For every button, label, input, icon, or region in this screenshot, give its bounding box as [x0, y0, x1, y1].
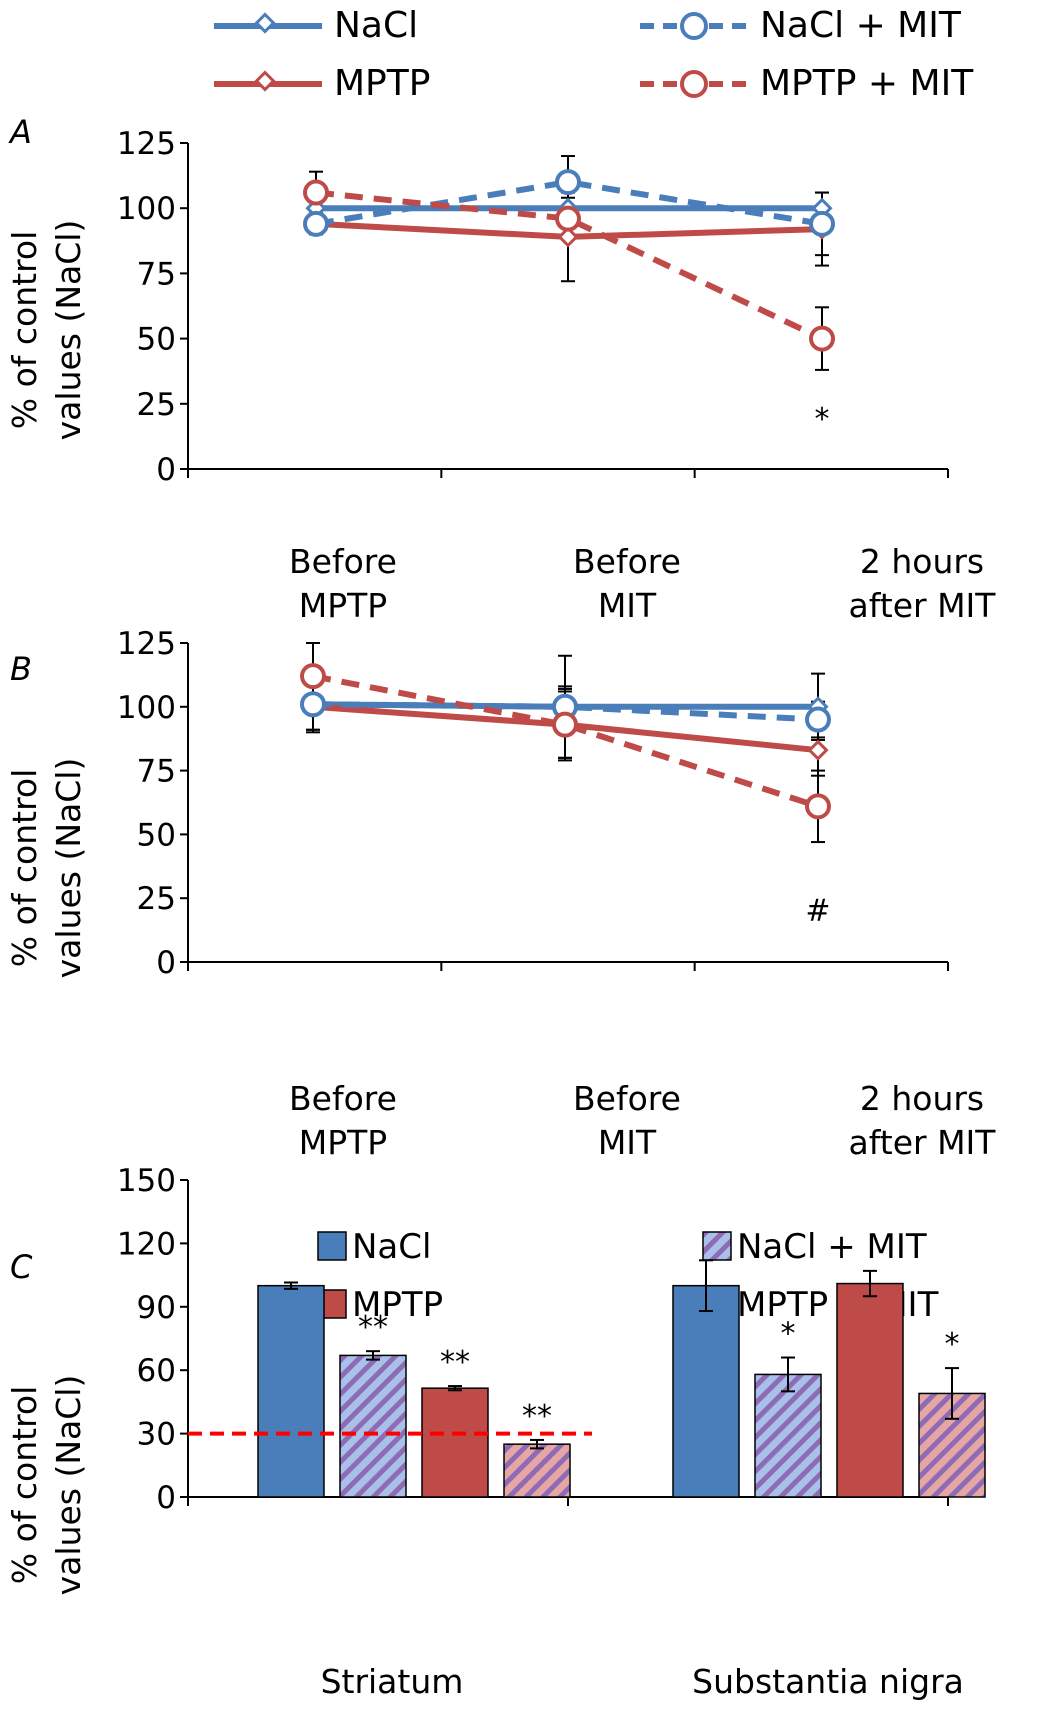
significance-label: **	[440, 1345, 470, 1380]
y-tick-label: 90	[137, 1290, 176, 1326]
y-tick-label: 0	[156, 945, 176, 981]
significance-label: *	[781, 1317, 796, 1352]
series-line-nacl-mit	[312, 701, 819, 723]
y-tick-label: 120	[117, 1226, 176, 1262]
data-point	[552, 711, 578, 738]
data-point	[807, 739, 829, 761]
x-tick-label-line1: 2 hours	[860, 542, 984, 581]
y-tick-label: 60	[137, 1353, 176, 1389]
y-tick-label: 75	[137, 754, 176, 790]
x-tick-label: 2 hours after MIT	[849, 542, 997, 625]
panel-b: B % of control values (NaCl) Before MPTP…	[5, 626, 996, 1162]
panel-c: C % of control values (NaCl) Striatum Su…	[5, 1163, 986, 1701]
y-tick-label: 75	[137, 256, 176, 292]
y-tick-label: 100	[117, 191, 176, 227]
series-line-mptp-mit	[315, 189, 824, 342]
panel-label: C	[10, 1248, 33, 1286]
y-axis-title-line1: % of control	[5, 1386, 44, 1585]
significance-label: **	[358, 1310, 388, 1345]
y-axis-title-line2: values (NaCl)	[49, 758, 88, 979]
y-axis-title: % of control values (NaCl)	[5, 1375, 88, 1596]
x-tick-label-line1: Before	[573, 1079, 681, 1118]
legend-label: MPTP	[352, 1285, 443, 1325]
y-axis-title-line1: % of control	[5, 769, 44, 968]
y-tick-label: 30	[137, 1417, 176, 1453]
x-tick-label-line1: Before	[289, 1079, 397, 1118]
legend-label: MPTP	[334, 63, 430, 104]
x-tick-label-substantia-nigra: Substantia nigra	[692, 1662, 964, 1701]
x-tick-label-line2: after MIT	[849, 1123, 997, 1162]
x-tick-label-line1: Before	[573, 542, 681, 581]
bar-nacl-mit	[339, 1354, 407, 1498]
y-tick-label: 50	[137, 817, 176, 853]
y-axis-title: % of control values (NaCl)	[5, 220, 88, 441]
bar-nacl	[257, 1284, 325, 1498]
bar-mptp	[836, 1282, 904, 1498]
y-tick-label: 150	[117, 1163, 176, 1199]
data-point	[555, 205, 581, 232]
data-point	[303, 210, 329, 237]
panel-a: A % of control values (NaCl) Before MPTP…	[5, 113, 996, 625]
bar-mptp	[421, 1387, 489, 1498]
legend-item-nacl-mit: NaCl + MIT	[640, 5, 962, 46]
data-point	[555, 169, 581, 196]
significance-label: *	[945, 1327, 960, 1362]
x-tick-label: Before MPTP	[289, 1079, 397, 1162]
y-tick-label: 100	[117, 690, 176, 726]
data-point	[303, 179, 329, 206]
x-tick-label: Before MPTP	[289, 542, 397, 625]
y-axis-title-line1: % of control	[5, 231, 44, 430]
y-tick-label: 25	[137, 387, 176, 423]
y-tick-label: 0	[156, 1480, 176, 1516]
y-tick-label: 125	[117, 626, 176, 662]
x-tick-label-line1: Before	[289, 542, 397, 581]
x-tick-label-line2: MIT	[598, 1123, 657, 1162]
data-point	[557, 226, 579, 248]
legend-label: NaCl	[334, 5, 418, 46]
legend-item-mptp-mit: MPTP + MIT	[640, 63, 974, 104]
legend-label: NaCl	[352, 1227, 431, 1267]
data-point	[809, 325, 835, 352]
x-tick-label-line2: after MIT	[849, 586, 997, 625]
x-tick-label: Before MIT	[573, 542, 681, 625]
legend-c-item-nacl-mit: NaCl + MIT	[702, 1227, 927, 1267]
x-tick-label-line2: MIT	[598, 586, 657, 625]
significance-label: *	[815, 402, 830, 437]
y-axis-title-line2: values (NaCl)	[49, 1375, 88, 1596]
legend-c-item-nacl: NaCl	[317, 1227, 431, 1267]
legend-label: NaCl + MIT	[737, 1227, 927, 1267]
x-tick-label-line1: 2 hours	[860, 1079, 984, 1118]
significance-label: #	[805, 893, 830, 928]
bar-mptp-mit	[503, 1443, 571, 1498]
bar-nacl	[672, 1284, 740, 1498]
data-point	[300, 663, 326, 690]
x-tick-label-line2: MPTP	[299, 1123, 387, 1162]
data-point	[300, 691, 326, 718]
legend-item-mptp: MPTP	[214, 63, 430, 104]
data-point	[805, 793, 831, 820]
significance-label: **	[522, 1399, 552, 1434]
data-point	[805, 706, 831, 733]
x-tick-label-striatum: Striatum	[321, 1662, 464, 1701]
x-tick-label: 2 hours after MIT	[849, 1079, 997, 1162]
panel-label: A	[8, 113, 32, 151]
y-tick-label: 125	[117, 126, 176, 162]
y-tick-label: 50	[137, 322, 176, 358]
y-axis-title: % of control values (NaCl)	[5, 758, 88, 979]
panel-label: B	[10, 650, 32, 688]
y-tick-label: 0	[156, 452, 176, 488]
data-point	[809, 210, 835, 237]
y-tick-label: 25	[137, 881, 176, 917]
top-legend: NaCl NaCl + MIT MPTP MPTP + MIT	[214, 5, 974, 104]
legend-label: MPTP + MIT	[760, 63, 974, 104]
legend-label: NaCl + MIT	[760, 5, 962, 46]
legend-item-nacl: NaCl	[214, 5, 418, 46]
x-tick-label-line2: MPTP	[299, 586, 387, 625]
bar-nacl-mit	[754, 1373, 822, 1498]
y-axis-title-line2: values (NaCl)	[49, 220, 88, 441]
x-tick-label: Before MIT	[573, 1079, 681, 1162]
